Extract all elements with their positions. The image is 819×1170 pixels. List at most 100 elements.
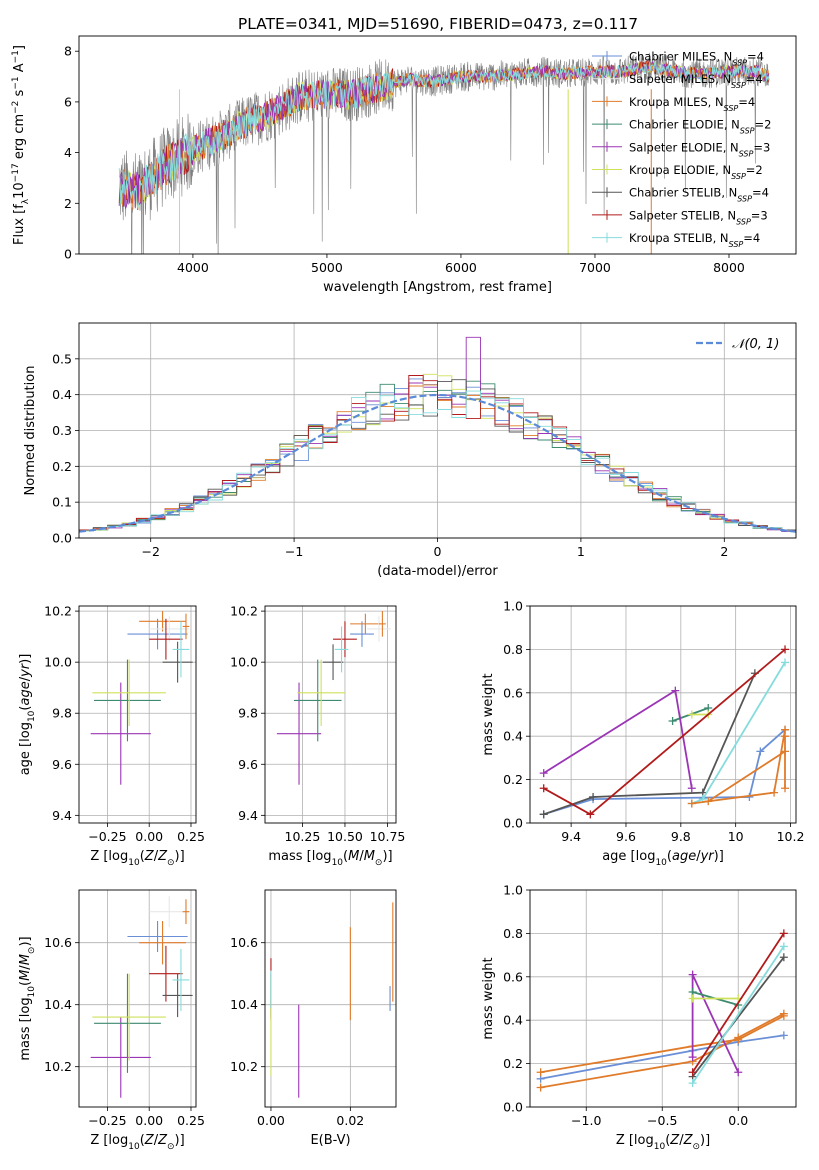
mass_vs_ebv-panel: 0.00 0.02 10.2 10.4 10.6 [230,889,397,1128]
weight-marker [781,747,790,756]
mass_weight_vs_age-panel-plot-area [539,645,790,819]
age_vs_mass-panel-ytick-label: 10.0 [230,655,258,670]
weight-marker [756,747,765,756]
residuals-panel-plot-area [79,336,796,534]
mass_weight_vs_age-ylabel: mass weight [481,673,496,755]
spectrum-legend: Chabrier MILES, NSSP=4 Salpeter MILES, NS… [592,50,771,249]
mass_weight_vs_age-panel-xtick-label: 9.4 [561,829,581,844]
age_vs_mass-xlabel: mass [log10(M/M⊙)] [268,849,392,868]
age_vs_mass-panel-ytick-label: 9.6 [238,757,258,772]
mass_vs_Z-panel-ytick-label: 10.4 [44,997,72,1012]
spectrum-model-line [118,60,770,209]
weight-marker [779,929,788,938]
mass_weight_vs_age-panel-frame [529,605,797,824]
spectrum-panel-ytick-label: 6 [64,94,72,109]
mass_weight_vs_Z-ylabel: mass weight [481,957,496,1039]
normal-curve [79,393,796,533]
weight-marker [688,1079,697,1088]
spectrum-panel-frame [78,35,797,255]
mass_weight_vs_Z-panel-ytick-label: 1.0 [503,883,523,898]
residuals-panel-ytick-label: 0.2 [52,459,72,474]
residuals-panel-ytick-label: 0.4 [52,387,72,402]
spectrum-panel-xtick-label: 4000 [177,260,209,275]
mass_weight_vs_age-panel-ytick-label: 0.2 [503,772,523,787]
mass_vs_Z-panel-xtick-label: 0.25 [177,1113,205,1128]
mass_vs_ebv-panel-frame [264,889,397,1108]
weight-marker [781,784,790,793]
age_vs_Z-panel-xtick-label: −0.25 [88,829,126,844]
mass_vs_ebv-panel-ytick-label: 10.6 [230,935,258,950]
spectrum-panel-xtick-label: 6000 [445,260,477,275]
weight-marker [688,994,697,1003]
weight-line [691,956,785,1078]
weight-line [543,689,693,789]
residuals-panel-ytick-label: 0.0 [52,531,72,546]
weight-marker [687,710,696,719]
mass_vs_Z-panel-ytick-label: 10.2 [44,1059,72,1074]
residuals-panel-xtick-label: 2 [720,544,728,559]
mass_weight_vs_Z-panel: −1.0 −0.5 0.0 0.0 0.2 0.4 0.6 0.8 1.0 [503,883,797,1128]
weight-marker [770,788,779,797]
age_vs_mass-panel-frame [264,605,397,824]
legend-entry: Chabrier MILES, NSSP=4 [629,50,764,68]
age_vs_Z-panel: −0.25 0.00 0.25 9.4 9.6 9.8 10.0 10.2 [44,604,205,844]
mass_weight_vs_age-panel-ytick-label: 0.0 [503,816,523,831]
weight-marker [688,1053,697,1062]
weight-marker [671,686,680,695]
residuals-panel-xtick-label: −2 [141,544,159,559]
spectrum-panel-xtick-label: 5000 [311,260,343,275]
mass_weight_vs_Z-panel-plot-area [536,929,788,1092]
weight-line [707,736,786,803]
age_vs_mass-panel-xtick-label: 10.75 [370,829,406,844]
spectrum-panel-ytick-label: 2 [64,196,72,211]
spectrum-panel-ytick-label: 4 [64,145,72,160]
mass_weight_vs_Z-panel-xtick-label: −0.5 [647,1113,677,1128]
mass_vs_Z-panel: −0.25 0.00 0.25 10.2 10.4 10.6 [44,889,205,1128]
weight-marker [668,717,677,726]
age_vs_Z-panel-ytick-label: 9.4 [52,808,72,823]
mass_weight_vs_age-panel-ytick-label: 0.6 [503,685,523,700]
weight-marker [781,658,790,667]
mass_weight_vs_Z-panel-xtick-label: 0.0 [728,1113,748,1128]
weight-marker [586,810,595,819]
age_vs_Z-panel-ytick-label: 10.0 [44,655,72,670]
weight-line [540,1015,785,1074]
residuals-panel-xtick-label: 0 [434,544,442,559]
age_vs_mass-panel-plot-area [276,611,391,785]
weight-line [691,932,785,1073]
mass_weight_vs_Z-panel-ytick-label: 0.6 [503,969,523,984]
legend-entry: Kroupa ELODIE, NSSP=2 [629,163,763,181]
residuals-panel-frame [78,322,797,539]
normal-legend-label: 𝒩(0, 1) [732,337,779,352]
weight-marker [536,1068,545,1077]
mass_weight_vs_age-panel-xtick-label: 10 [728,829,744,844]
mass_weight_vs_age-xlabel: age [log10(age/yr)] [602,849,724,868]
residuals-panel-xtick-label: −1 [285,544,303,559]
mass_weight_vs_age-panel-xtick-label: 10.2 [777,829,805,844]
mass_vs_Z-panel-ytick-label: 10.6 [44,935,72,950]
legend-entry: Kroupa STELIB, NSSP=4 [629,231,760,249]
spectrum-xlabel: wavelength [Angstrom, rest frame] [323,280,552,295]
weight-line [691,945,785,1084]
legend-entry: Chabrier STELIB, NSSP=4 [629,186,769,204]
legend-entry: Salpeter ELODIE, NSSP=3 [629,140,770,158]
mass_weight_vs_Z-panel-ytick-label: 0.0 [503,1100,523,1115]
weight-marker [779,1031,788,1040]
mass_weight_vs_age-panel-ytick-label: 0.8 [503,642,523,657]
legend-entry: Chabrier ELODIE, NSSP=2 [629,118,771,136]
weight-marker [779,1009,788,1018]
residuals-panel-xtick-label: 1 [577,544,585,559]
mass_weight_vs_age-panel-xtick-label: 9.8 [671,829,691,844]
mass_weight_vs_Z-xlabel: Z [log10(Z/Z⊙)] [616,1133,710,1152]
residuals-xlabel: (data-model)/error [377,564,498,579]
weight-marker [687,784,696,793]
mass_weight_vs_Z-panel-frame [529,889,797,1108]
weight-marker [687,799,696,808]
weight-marker [539,810,548,819]
spectrum-ylabel: Flux [fλ10−17 erg cm−2 s−1 A−1] [11,45,31,245]
age_vs_Z-panel-ytick-label: 10.2 [44,604,72,619]
weight-line [543,648,786,816]
age_vs_mass-panel-xtick-label: 10.50 [327,829,363,844]
age_vs_Z-panel-xtick-label: 0.00 [135,829,163,844]
weight-marker [536,1083,545,1092]
